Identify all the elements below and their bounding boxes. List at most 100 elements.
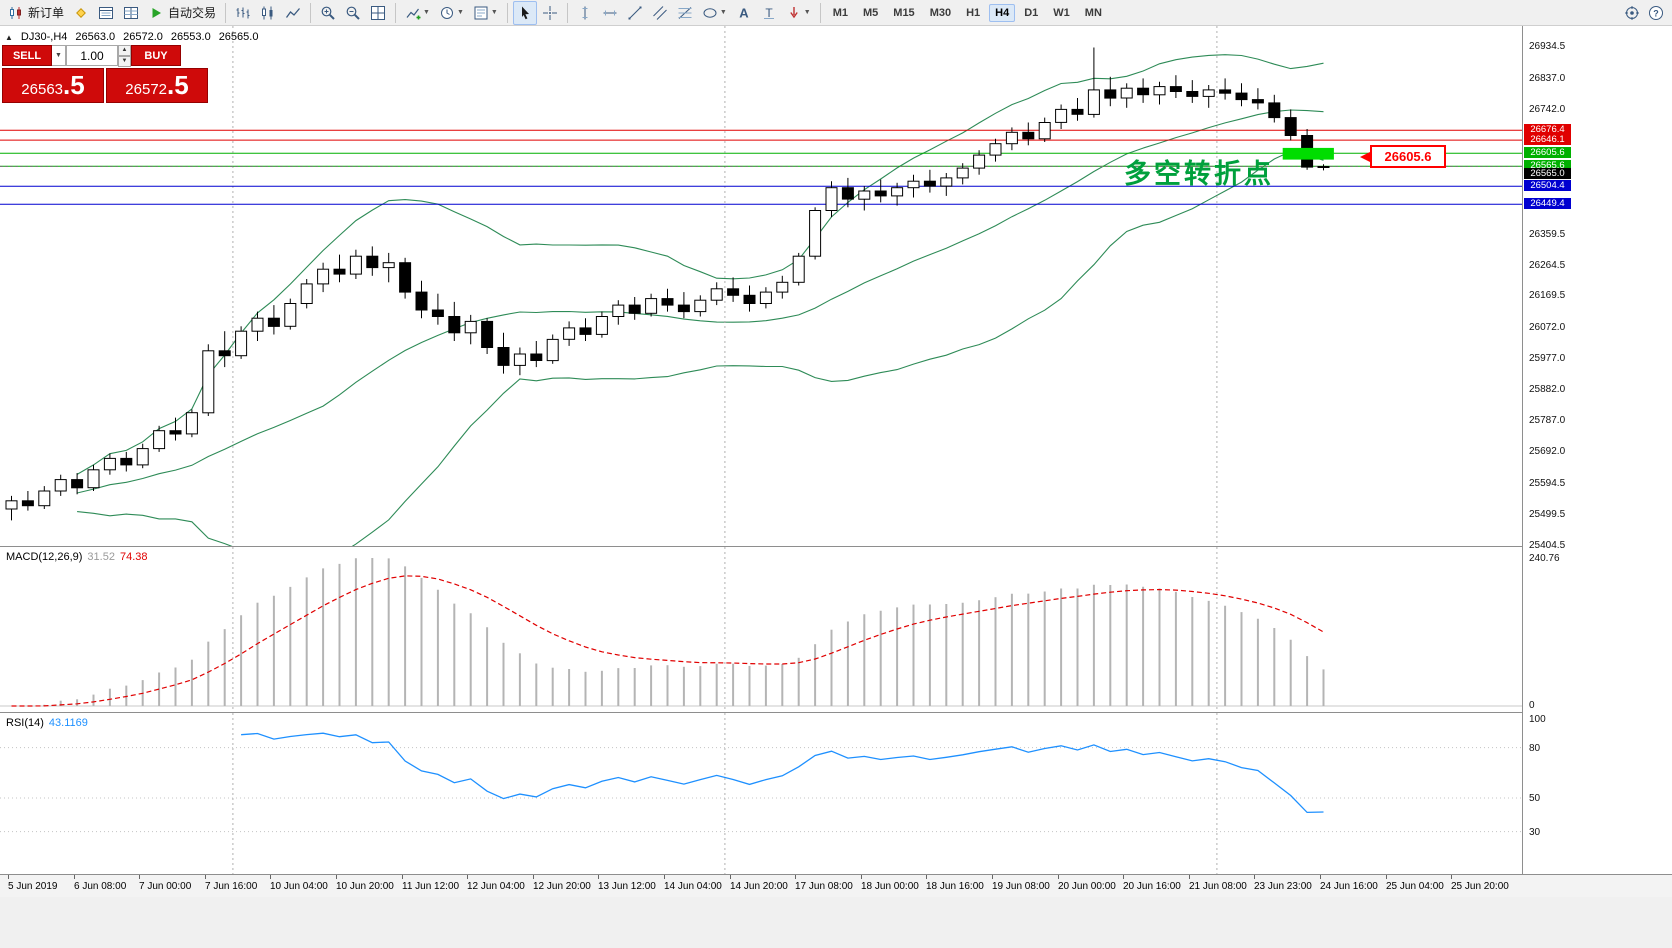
bar-chart-mode-button[interactable] [231,1,255,25]
time-tick [1451,875,1452,879]
time-axis-label: 6 Jun 08:00 [74,881,127,892]
candle-chart-mode-button[interactable] [256,1,280,25]
order-type-dropdown[interactable]: ▼ [52,45,66,66]
sell-price-display[interactable]: 26563.5 [2,68,104,103]
zoom-in-button[interactable] [316,1,340,25]
panel-resize-handle-rsi[interactable] [0,712,1672,713]
time-tick [1058,875,1059,879]
chevron-down-icon: ▼ [490,9,498,16]
time-axis-label: 12 Jun 20:00 [533,881,591,892]
templates-button[interactable]: ▼ [469,1,502,25]
chevron-down-icon: ▼ [456,9,464,16]
volume-stepper: ▲ ▼ [118,45,131,67]
new-order-label: 新订单 [28,6,65,20]
time-tick [730,875,731,879]
data-window-icon [123,5,139,21]
new-order-button[interactable]: 新订单 [4,1,68,25]
help-button[interactable]: ? [1644,1,1668,25]
cursor-button[interactable] [512,0,537,25]
timeframe-mn[interactable]: MN [1084,6,1102,19]
zoom-out-button[interactable] [341,1,365,25]
market-watch-button[interactable] [94,1,118,25]
sell-button[interactable]: SELL [2,45,52,66]
volume-up-button[interactable]: ▲ [118,45,131,56]
timeframe-h4[interactable]: H4 [989,3,1016,22]
rsi-indicator-label: RSI(14) 43.1169 [6,717,88,729]
text-label-button[interactable]: T [757,1,781,25]
help-icon: ? [1648,5,1664,21]
timeframe-h1[interactable]: H1 [966,6,981,19]
rsi-panel[interactable] [0,713,1522,874]
buy-price-display[interactable]: 26572.5 [106,68,208,103]
window-bottom-area [0,897,1672,948]
price-axis[interactable]: 26934.5 26837.0 26742.0 26359.5 26264.5 26169… [1522,26,1672,874]
bars-icon [235,5,251,21]
tile-windows-button[interactable] [366,1,390,25]
toolbar-separator [566,2,568,23]
crosshair-pointer-button[interactable] [1620,1,1644,25]
candles-icon [260,5,276,21]
trendline-button[interactable] [623,1,647,25]
price-tag: 26565.6 [1524,160,1571,171]
shapes-button[interactable]: ▼ [698,1,731,25]
data-window-button[interactable] [119,1,143,25]
timeframe-m1[interactable]: M1 [832,6,848,19]
autotrading-button[interactable]: 自动交易 [144,1,220,25]
fibonacci-button[interactable] [673,1,697,25]
toolbar-right-group: ? [1620,1,1668,25]
time-axis[interactable]: 5 Jun 2019 6 Jun 08:00 7 Jun 00:00 7 Jun 16… [0,874,1672,897]
equidistant-channel-button[interactable] [648,1,672,25]
buy-button[interactable]: BUY [131,45,181,66]
price-callout: 26605.6 [1360,145,1446,168]
volume-input[interactable] [66,45,118,66]
text-button[interactable]: A [732,1,756,25]
arrows-button[interactable]: ▼ [782,1,815,25]
timeframe-d1[interactable]: D1 [1024,6,1039,19]
time-tick [74,875,75,879]
trendline-icon [627,5,643,21]
main-chart[interactable] [0,26,1522,563]
price-axis-label: 25594.5 [1529,478,1566,489]
crosshair-button[interactable] [538,1,562,25]
timeframe-m5[interactable]: M5 [863,6,879,19]
price-tag: 26449.4 [1524,198,1571,209]
timeframe-m15[interactable]: M15 [893,6,915,19]
toolbar-separator [506,2,508,23]
price-axis-label: 25692.0 [1529,446,1566,457]
periods-button[interactable]: ▼ [435,1,468,25]
time-tick [205,875,206,879]
time-axis-label: 18 Jun 00:00 [861,881,919,892]
line-chart-mode-button[interactable] [281,1,305,25]
time-axis-label: 20 Jun 16:00 [1123,881,1181,892]
horizontal-line-button[interactable] [598,1,622,25]
buy-price-main: 26572 [125,81,168,98]
indicators-icon [405,5,421,21]
crosshair-icon [542,5,558,21]
toolbar-separator [395,2,397,23]
timeframe-m30[interactable]: M30 [929,6,952,19]
time-axis-label: 19 Jun 08:00 [992,881,1050,892]
chart-layout-button[interactable] [69,1,93,25]
quote-line: ▲ DJ30-,H4 26563.0 26572.0 26553.0 26565… [5,31,258,43]
time-tick [1254,875,1255,879]
sell-price-main: 26563 [21,81,64,98]
price-tag: 26504.4 [1524,180,1571,191]
price-axis-label: 26742.0 [1529,104,1566,115]
volume-down-button[interactable]: ▼ [118,56,131,67]
one-click-collapse-icon[interactable]: ▲ [5,32,13,42]
vline-icon [577,5,593,21]
time-tick [926,875,927,879]
timeframe-w1[interactable]: W1 [1053,6,1070,19]
text-a-icon: A [736,5,752,21]
macd-panel[interactable] [0,547,1522,712]
rsi-axis-label: 80 [1529,743,1541,754]
price-axis-label: 25882.0 [1529,384,1566,395]
time-tick [795,875,796,879]
indicators-button[interactable]: ▼ [401,1,434,25]
shapes-icon [702,5,718,21]
panel-resize-handle-macd[interactable] [0,546,1672,547]
time-axis-label: 5 Jun 2019 [8,881,58,892]
vertical-line-button[interactable] [573,1,597,25]
price-axis-label: 25787.0 [1529,415,1566,426]
price-tag: 26646.1 [1524,134,1571,145]
